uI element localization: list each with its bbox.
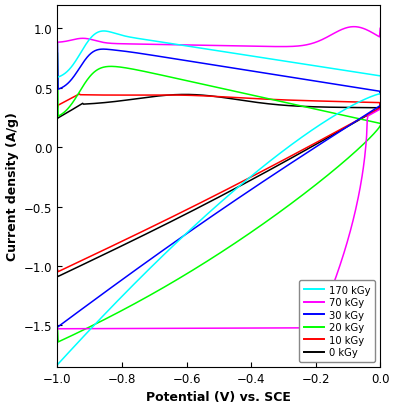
Legend: 170 kGy, 70 kGy, 30 kGy, 20 kGy, 10 kGy, 0 kGy: 170 kGy, 70 kGy, 30 kGy, 20 kGy, 10 kGy,… bbox=[299, 280, 375, 362]
Y-axis label: Current density (A/g): Current density (A/g) bbox=[6, 112, 19, 261]
X-axis label: Potential (V) vs. SCE: Potential (V) vs. SCE bbox=[147, 391, 291, 403]
